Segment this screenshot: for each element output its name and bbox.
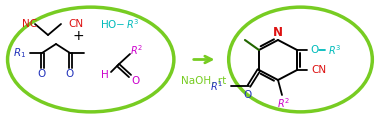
Text: CN: CN [68, 19, 83, 29]
Text: +: + [72, 29, 84, 43]
Text: $R^3$: $R^3$ [328, 43, 342, 57]
Text: HO$-$: HO$-$ [100, 18, 125, 30]
Text: H: H [101, 70, 109, 80]
Text: O: O [38, 69, 46, 79]
Text: NC: NC [22, 19, 37, 29]
Text: $R^2$: $R^2$ [130, 43, 144, 57]
Text: O: O [244, 90, 252, 100]
Text: $R^1$: $R^1$ [210, 79, 223, 93]
Text: $R^2$: $R^2$ [277, 96, 291, 110]
Text: $R_1$: $R_1$ [13, 46, 26, 60]
Text: NaOH, rt: NaOH, rt [181, 76, 227, 86]
Text: CN: CN [311, 65, 327, 75]
Text: $R^3$: $R^3$ [126, 17, 139, 31]
Text: O: O [131, 76, 139, 86]
Text: N: N [273, 27, 283, 40]
Text: O: O [66, 69, 74, 79]
Text: O: O [310, 45, 318, 55]
